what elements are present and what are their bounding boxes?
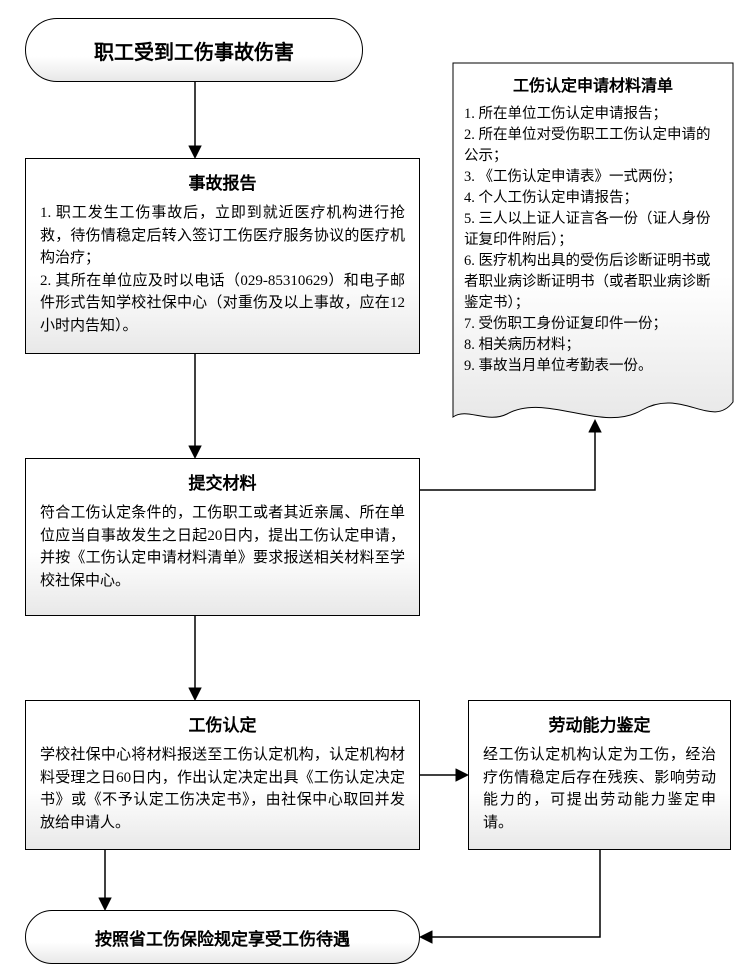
end-node: 按照省工伤保险规定享受工伤待遇 [25,910,420,964]
submit-node: 提交材料 符合工伤认定条件的，工伤职工或者其近亲属、所在单位应当自事故发生之日起… [25,458,420,616]
conn-assess-end [422,850,600,937]
checklist-title: 工伤认定申请材料清单 [464,72,722,96]
assess-node: 劳动能力鉴定 经工伤认定机构认定为工伤，经治疗伤情稳定后存在残疾、影响劳动能力的… [468,700,731,850]
end-label: 按照省工伤保险规定享受工伤待遇 [95,925,350,950]
assess-body: 经工伤认定机构认定为工伤，经治疗伤情稳定后存在残疾、影响劳动能力的，可提出劳动能… [483,744,716,834]
report-body: 1. 职工发生工伤事故后，立即到就近医疗机构进行抢救，待伤情稳定后转入签订工伤医… [40,202,405,337]
report-title: 事故报告 [40,169,405,194]
assess-title: 劳动能力鉴定 [483,711,716,736]
start-node: 职工受到工伤事故伤害 [25,18,363,82]
identify-body: 学校社保中心将材料报送至工伤认定机构，认定机构材料受理之日60日内，作出认定决定… [40,744,405,834]
checklist-node: 工伤认定申请材料清单 1. 所在单位工伤认定申请报告；2. 所在单位对受伤职工工… [452,62,734,402]
submit-title: 提交材料 [40,469,405,494]
identify-node: 工伤认定 学校社保中心将材料报送至工伤认定机构，认定机构材料受理之日60日内，作… [25,700,420,850]
checklist-body: 1. 所在单位工伤认定申请报告；2. 所在单位对受伤职工工伤认定申请的公示；3.… [464,104,722,377]
conn-submit-checklist [420,422,595,490]
identify-title: 工伤认定 [40,711,405,736]
start-label: 职工受到工伤事故伤害 [94,36,294,65]
report-node: 事故报告 1. 职工发生工伤事故后，立即到就近医疗机构进行抢救，待伤情稳定后转入… [25,158,420,354]
submit-body: 符合工伤认定条件的，工伤职工或者其近亲属、所在单位应当自事故发生之日起20日内，… [40,502,405,592]
